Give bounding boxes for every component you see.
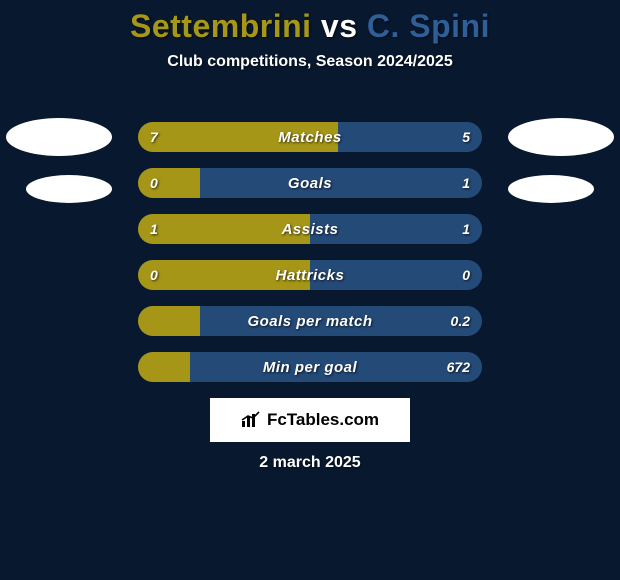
vs-text: vs — [321, 8, 358, 44]
stat-label: Goals per match — [138, 306, 482, 336]
comparison-title: Settembrini vs C. Spini — [0, 0, 620, 45]
stat-row: 1Assists1 — [138, 214, 482, 244]
stat-row: 7Matches5 — [138, 122, 482, 152]
stat-label: Matches — [138, 122, 482, 152]
stat-label: Hattricks — [138, 260, 482, 290]
player1-avatar-small — [26, 175, 112, 203]
stat-value-right: 672 — [447, 352, 470, 382]
player1-avatar-large — [6, 118, 112, 156]
stat-bars-container: 7Matches50Goals11Assists10Hattricks0Goal… — [138, 122, 482, 398]
stat-row: 0Goals1 — [138, 168, 482, 198]
player2-avatar-small — [508, 175, 594, 203]
stat-label: Goals — [138, 168, 482, 198]
player1-name: Settembrini — [130, 8, 312, 44]
stat-row: Goals per match0.2 — [138, 306, 482, 336]
stat-row: 0Hattricks0 — [138, 260, 482, 290]
subtitle: Club competitions, Season 2024/2025 — [0, 53, 620, 71]
stat-value-right: 5 — [462, 122, 470, 152]
stat-value-right: 1 — [462, 168, 470, 198]
player2-avatar-large — [508, 118, 614, 156]
stat-value-right: 1 — [462, 214, 470, 244]
source-badge: FcTables.com — [210, 398, 410, 442]
stat-value-right: 0.2 — [451, 306, 470, 336]
stat-label: Min per goal — [138, 352, 482, 382]
badge-text: FcTables.com — [267, 410, 379, 430]
chart-icon — [241, 411, 261, 429]
player2-name: C. Spini — [367, 8, 490, 44]
stat-label: Assists — [138, 214, 482, 244]
stat-value-right: 0 — [462, 260, 470, 290]
stat-row: Min per goal672 — [138, 352, 482, 382]
date-text: 2 march 2025 — [0, 454, 620, 472]
